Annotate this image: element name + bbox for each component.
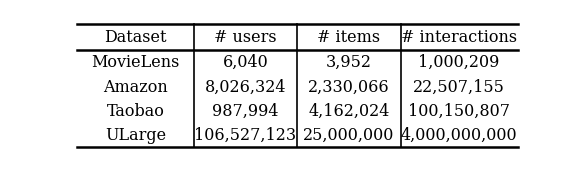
Text: 1,000,209: 1,000,209 (418, 54, 500, 71)
Text: ULarge: ULarge (105, 127, 166, 144)
Text: 8,026,324: 8,026,324 (205, 79, 287, 96)
Text: 6,040: 6,040 (223, 54, 269, 71)
Text: 2,330,066: 2,330,066 (308, 79, 390, 96)
Text: # items: # items (317, 29, 380, 46)
Text: Amazon: Amazon (103, 79, 168, 96)
Text: MovieLens: MovieLens (91, 54, 180, 71)
Text: 4,000,000,000: 4,000,000,000 (401, 127, 517, 144)
Text: # interactions: # interactions (401, 29, 517, 46)
Text: 25,000,000: 25,000,000 (303, 127, 395, 144)
Text: Dataset: Dataset (104, 29, 166, 46)
Text: # users: # users (214, 29, 277, 46)
Text: 106,527,123: 106,527,123 (194, 127, 296, 144)
Text: 3,952: 3,952 (326, 54, 372, 71)
Text: 987,994: 987,994 (212, 103, 279, 120)
Text: 100,150,807: 100,150,807 (408, 103, 510, 120)
Text: 22,507,155: 22,507,155 (413, 79, 505, 96)
Text: Taobao: Taobao (106, 103, 164, 120)
Text: 4,162,024: 4,162,024 (309, 103, 390, 120)
